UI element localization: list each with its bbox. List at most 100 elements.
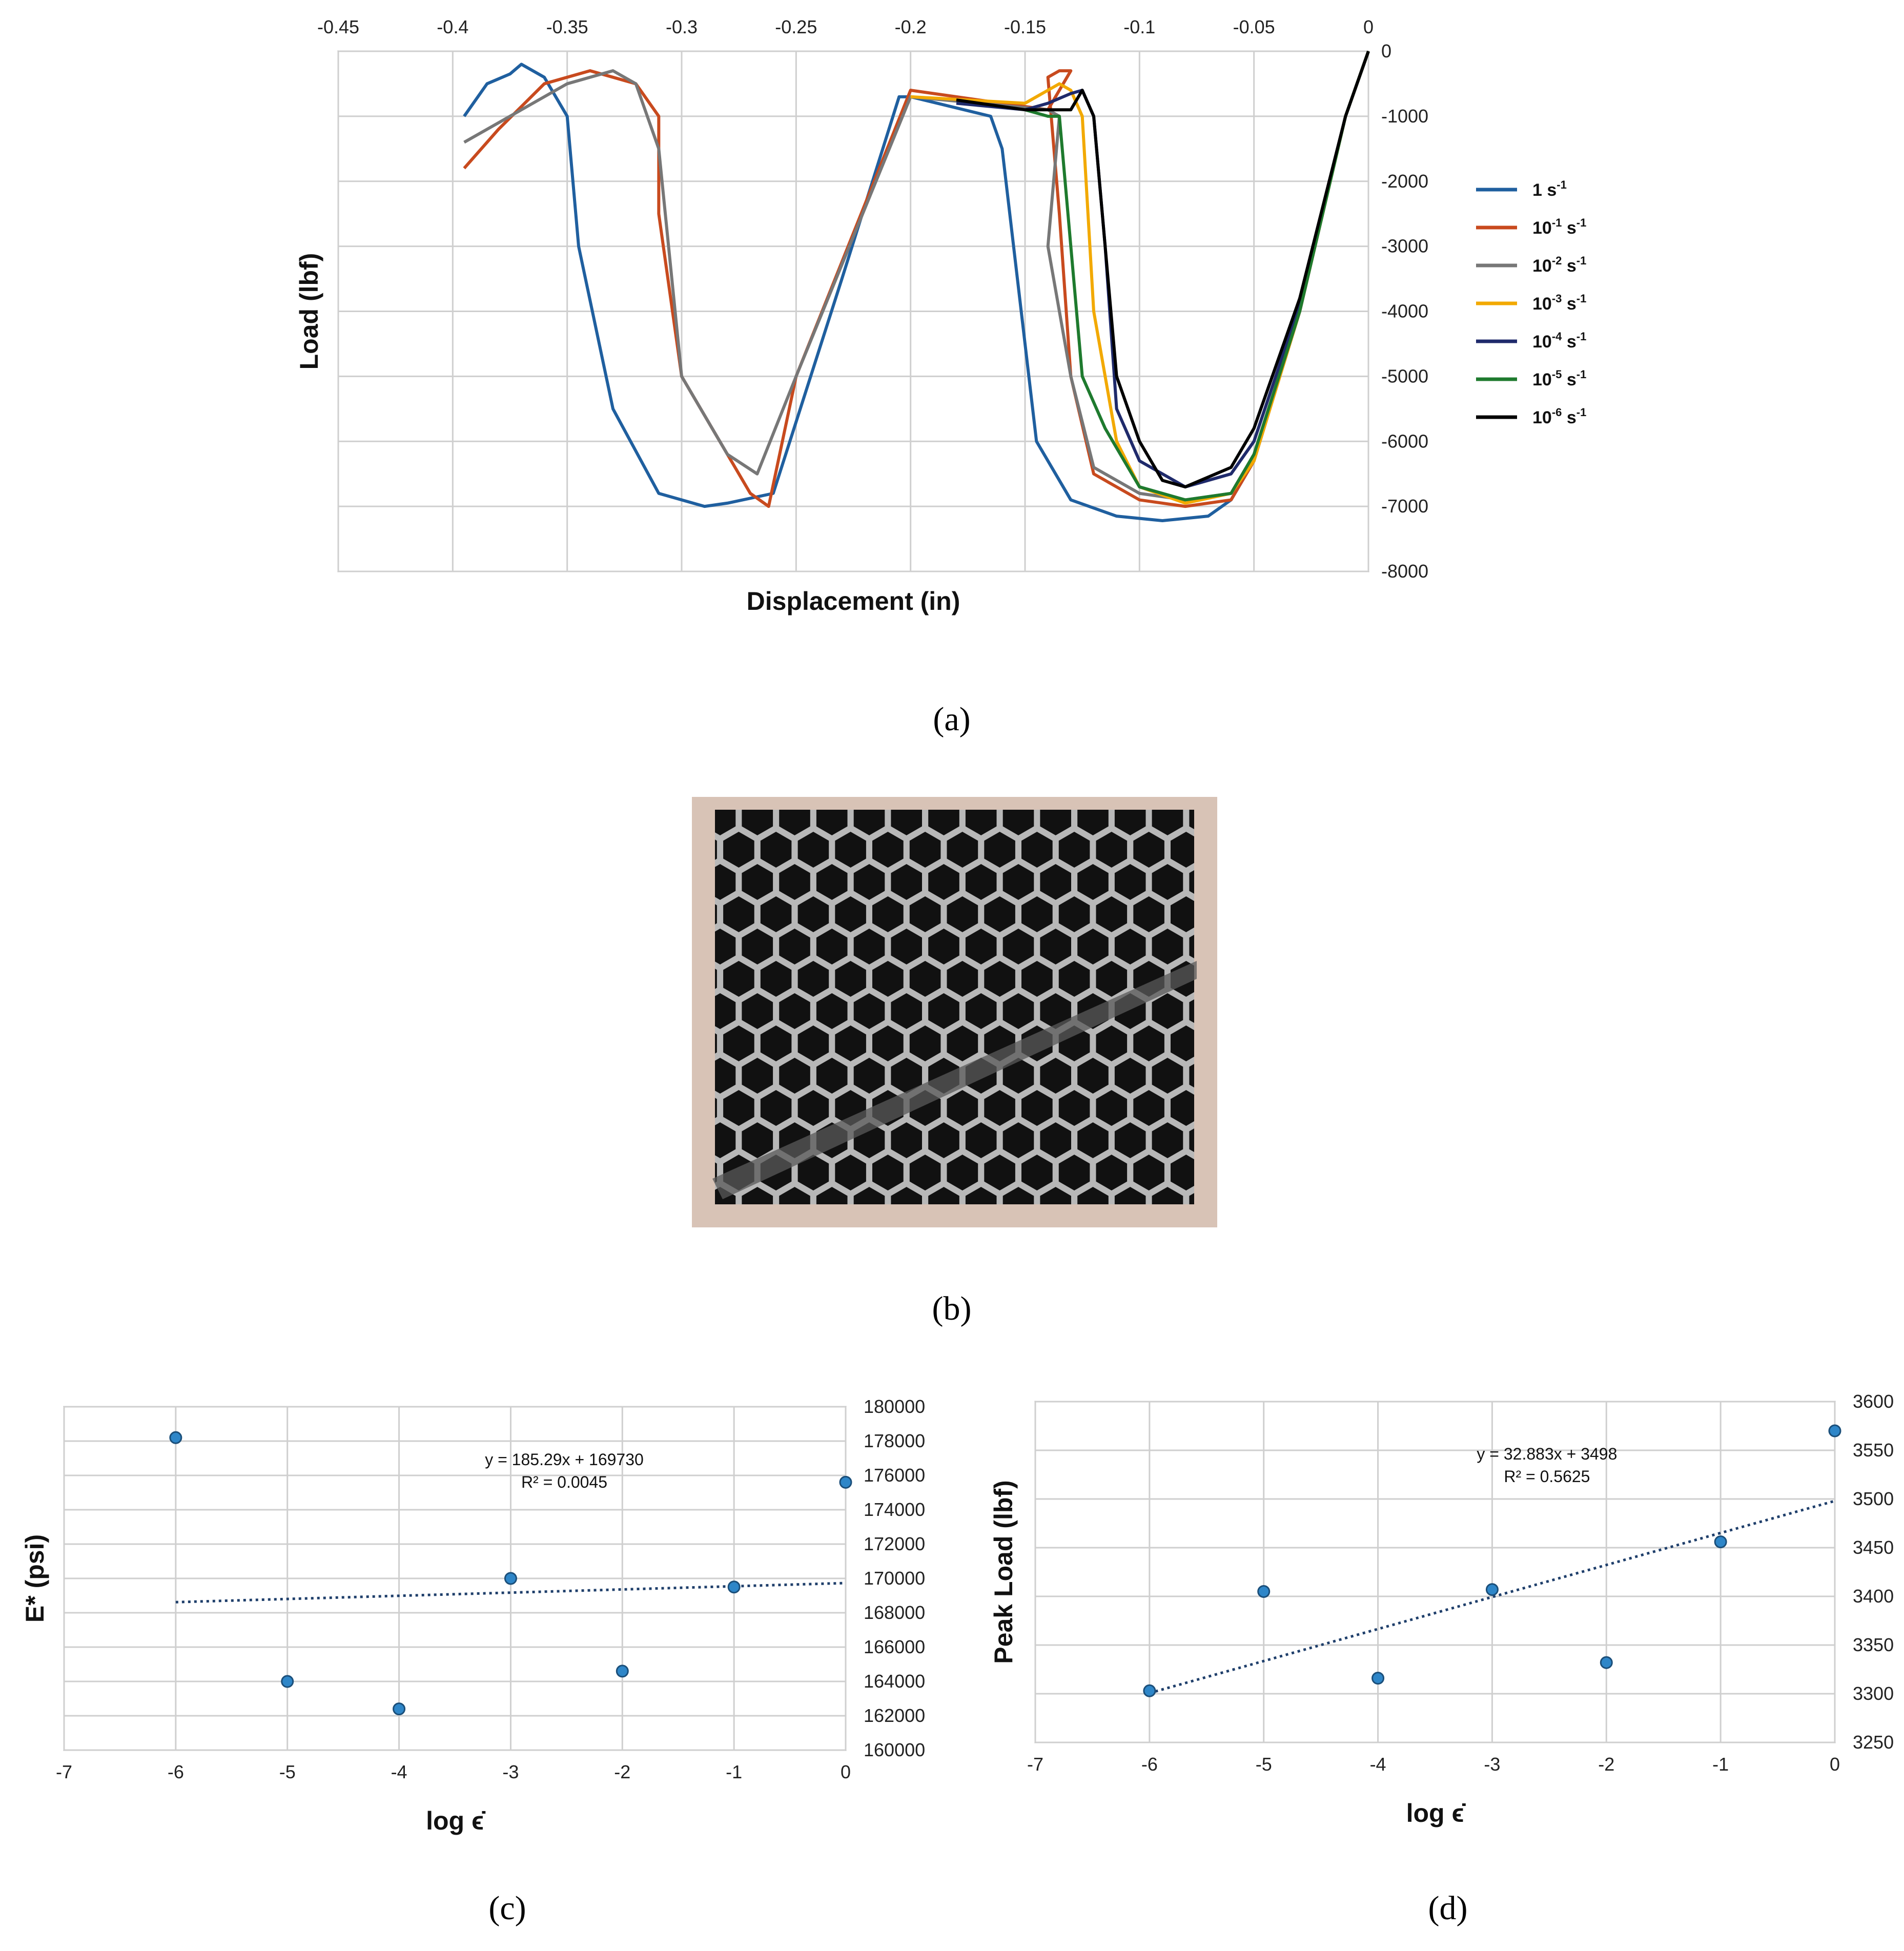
legend-label: 1 s-1 — [1532, 178, 1567, 200]
y-tick-label: 174000 — [864, 1499, 925, 1520]
chart-d-peak-load-vs-strain-rate: -7 -6 -5 -4 -3 -2 -1 0 3250 3300 3350 3400 3450 3500 3… — [989, 1391, 1894, 1827]
y-tick-label: 178000 — [864, 1430, 925, 1451]
x-tick-label: -0.25 — [775, 16, 817, 37]
series-line — [956, 51, 1370, 489]
honeycomb-cell — [715, 1122, 736, 1158]
y-tick-label: 180000 — [864, 1396, 925, 1417]
honeycomb-cell — [1040, 993, 1071, 1029]
x-tick-label: -0.05 — [1233, 16, 1275, 37]
honeycomb-cell — [1002, 810, 1034, 835]
honeycomb-cell — [1152, 993, 1183, 1029]
honeycomb-cell — [909, 896, 941, 932]
y-tick-label: -8000 — [1381, 561, 1428, 582]
series-line — [1025, 51, 1370, 502]
honeycomb-cell — [965, 929, 997, 964]
series-line — [463, 51, 1370, 523]
honeycomb-cell — [1021, 1155, 1053, 1190]
honeycomb-cell — [1077, 1187, 1109, 1204]
y-tick-label: -4000 — [1381, 301, 1428, 322]
honeycomb-cell — [947, 1090, 978, 1126]
y-tick-label: 3600 — [1853, 1391, 1894, 1412]
honeycomb-cell — [1002, 1187, 1034, 1204]
honeycomb-cell — [1171, 896, 1194, 932]
honeycomb-cell — [1040, 929, 1071, 964]
caption-c: (c) — [488, 1890, 526, 1927]
honeycomb-cell — [872, 832, 904, 868]
honeycomb-cell — [891, 1058, 922, 1094]
y-tick-label: 0 — [1381, 40, 1391, 61]
y-axis-label: Peak Load (lbf) — [989, 1480, 1018, 1664]
honeycomb-cell — [909, 1155, 941, 1190]
honeycomb-cell — [723, 961, 754, 997]
honeycomb-cell — [853, 993, 885, 1029]
honeycomb-cell — [984, 1155, 1015, 1190]
honeycomb-cell — [1152, 810, 1183, 835]
honeycomb-cell — [891, 810, 922, 835]
honeycomb-cell — [742, 993, 773, 1029]
honeycomb-cell — [816, 1187, 848, 1204]
chart-c-modulus-vs-strain-rate: -7 -6 -5 -4 -3 -2 -1 0 160000 162000 164000 166000 1… — [21, 1396, 925, 1835]
honeycomb-cell — [1077, 1058, 1109, 1094]
y-tick-label: -5000 — [1381, 365, 1428, 386]
honeycomb-cell — [779, 1058, 810, 1094]
data-point — [1600, 1656, 1613, 1669]
legend-label: 10-5 s-1 — [1532, 368, 1586, 389]
honeycomb-cell — [928, 1122, 959, 1158]
honeycomb-cell — [816, 810, 848, 835]
honeycomb-cell — [715, 993, 736, 1029]
y-axis-label: E* (psi) — [21, 1534, 49, 1623]
y-tick-label: 176000 — [864, 1465, 925, 1486]
honeycomb-cell — [835, 961, 866, 997]
honeycomb-cell — [909, 961, 941, 997]
honeycomb-cell — [835, 832, 866, 868]
y-tick-label: 160000 — [864, 1739, 925, 1760]
honeycomb-cell — [1002, 993, 1034, 1029]
honeycomb-cell — [928, 810, 959, 835]
honeycomb-cell — [835, 896, 866, 932]
honeycomb-cell — [1133, 1025, 1164, 1061]
plot-area — [1034, 1401, 1836, 1743]
y-tick-label: 3400 — [1853, 1586, 1894, 1607]
honeycomb-cell — [760, 1025, 792, 1061]
honeycomb-cell — [1152, 1187, 1183, 1204]
honeycomb-cell — [1171, 1025, 1194, 1061]
honeycomb-cell — [1040, 1058, 1071, 1094]
honeycomb-cell — [1058, 1090, 1090, 1126]
honeycomb-cell — [853, 1187, 885, 1204]
honeycomb-cell — [1096, 1090, 1128, 1126]
honeycomb-cell — [1040, 810, 1071, 835]
honeycomb-cell — [1114, 864, 1146, 900]
honeycomb-cell — [928, 864, 959, 900]
honeycomb-cell — [779, 993, 810, 1029]
honeycomb-cell — [1058, 896, 1090, 932]
honeycomb-cell — [984, 1090, 1015, 1126]
honeycomb-cell — [797, 1090, 829, 1126]
honeycomb-cell — [1189, 1193, 1194, 1204]
honeycomb-cell — [947, 961, 978, 997]
data-point — [1371, 1672, 1385, 1685]
y-tick-label: 168000 — [864, 1602, 925, 1623]
honeycomb-cell — [760, 1090, 792, 1126]
honeycomb-cell — [797, 896, 829, 932]
x-tick-label: -5 — [1256, 1754, 1272, 1775]
honeycomb-cell — [947, 1025, 978, 1061]
honeycomb-cell — [1002, 1122, 1034, 1158]
trendline — [175, 1582, 846, 1604]
honeycomb-cell — [1021, 832, 1053, 868]
honeycomb-cell — [1171, 1090, 1194, 1126]
data-point — [1828, 1424, 1841, 1437]
honeycomb-cell — [1002, 1058, 1034, 1094]
honeycomb-cell — [1152, 864, 1183, 900]
honeycomb-cell — [715, 929, 736, 964]
y-tick-label: 3550 — [1853, 1440, 1894, 1461]
honeycomb-cell — [1021, 1090, 1053, 1126]
trendline — [1149, 1500, 1835, 1695]
trendline-equation: y = 32.883x + 3498 — [1477, 1445, 1617, 1463]
honeycomb-cell — [891, 929, 922, 964]
honeycomb-cell — [1114, 810, 1146, 835]
honeycomb-cell — [1133, 1155, 1164, 1190]
honeycomb-cell — [947, 832, 978, 868]
x-tick-label: 0 — [1830, 1754, 1840, 1775]
honeycomb-cell — [1114, 1187, 1146, 1204]
